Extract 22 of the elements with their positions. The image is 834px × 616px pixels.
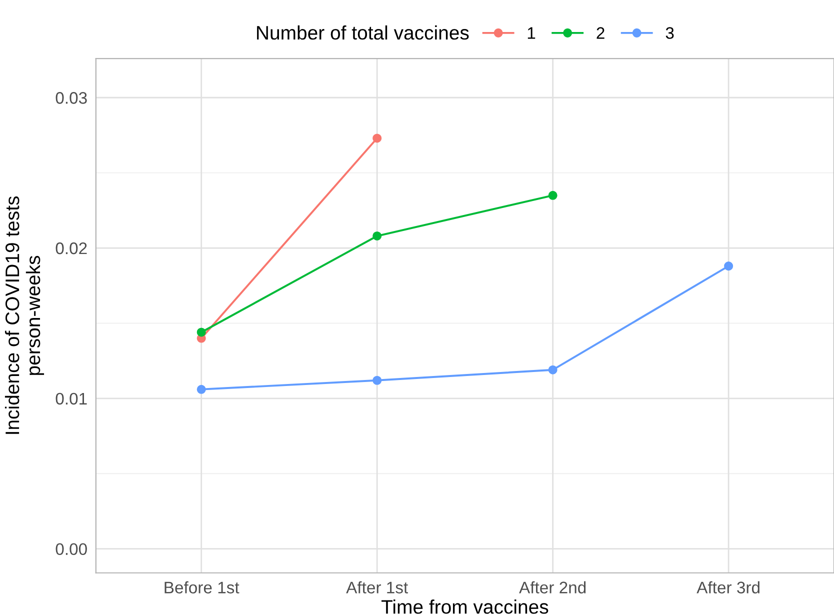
legend-title: Number of total vaccines bbox=[257, 25, 469, 40]
point bbox=[548, 190, 558, 200]
x-tick-label: After 2nd bbox=[519, 581, 586, 594]
x-tick-label: Before 1st bbox=[164, 581, 240, 594]
y-tick-label: 0.00 bbox=[56, 543, 87, 556]
y-tick-label: 0.02 bbox=[56, 242, 87, 254]
point bbox=[548, 365, 558, 374]
point bbox=[372, 134, 382, 143]
x-axis-title: Time from vaccines bbox=[381, 600, 548, 614]
x-tick-label: After 1st bbox=[346, 581, 408, 594]
point bbox=[372, 231, 382, 241]
point bbox=[724, 262, 734, 271]
x-tick-label: After 3rd bbox=[696, 581, 760, 594]
y-axis-title: Incidence of COVID19 tests person-weeks bbox=[4, 196, 44, 434]
legend-label: 3 bbox=[666, 27, 674, 39]
y-tick-label: 0.03 bbox=[56, 92, 87, 104]
y-tick-label: 0.01 bbox=[56, 392, 87, 405]
point bbox=[372, 376, 382, 385]
legend-label: 1 bbox=[528, 27, 536, 39]
point bbox=[196, 384, 206, 394]
point bbox=[196, 328, 206, 337]
legend-label: 2 bbox=[596, 27, 604, 39]
